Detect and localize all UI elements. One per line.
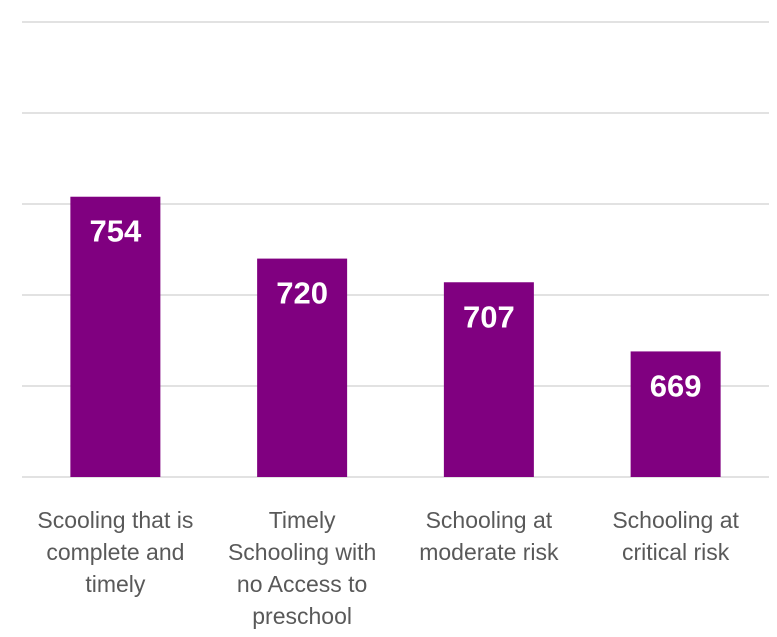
bar-value-label-4: 669 [650, 368, 702, 403]
category-label-line: moderate risk [419, 539, 559, 565]
category-label-1: Scooling that is complete and timely [37, 507, 193, 597]
bar-value-labels: 754 720 707 669 [90, 214, 702, 404]
bars [70, 196, 721, 477]
bar-4 [630, 351, 721, 477]
category-label-4: Schooling at critical risk [612, 507, 739, 565]
category-label-line: Scooling that is [37, 507, 193, 533]
category-label-line: critical risk [622, 539, 730, 565]
category-label-3: Schooling at moderate risk [419, 507, 559, 565]
category-label-line: complete and [46, 539, 184, 565]
category-label-2: Timely Schooling with no Access to preschoo… [228, 507, 376, 629]
category-label-line: Schooling at [426, 507, 553, 533]
category-label-line: Schooling with [228, 539, 376, 565]
category-label-line: Timely [269, 507, 336, 533]
bar-value-label-1: 754 [90, 214, 142, 249]
bar-value-label-3: 707 [463, 299, 515, 334]
bar-3 [443, 282, 534, 477]
category-label-line: preschool [252, 603, 352, 629]
category-label-line: no Access to [237, 571, 367, 597]
category-label-line: Schooling at [612, 507, 739, 533]
bar-2 [257, 258, 348, 477]
category-labels: Scooling that is complete and timely Timely… [37, 507, 739, 629]
category-label-line: timely [85, 571, 146, 597]
bar-1 [70, 196, 161, 477]
bar-value-label-2: 720 [276, 276, 328, 311]
